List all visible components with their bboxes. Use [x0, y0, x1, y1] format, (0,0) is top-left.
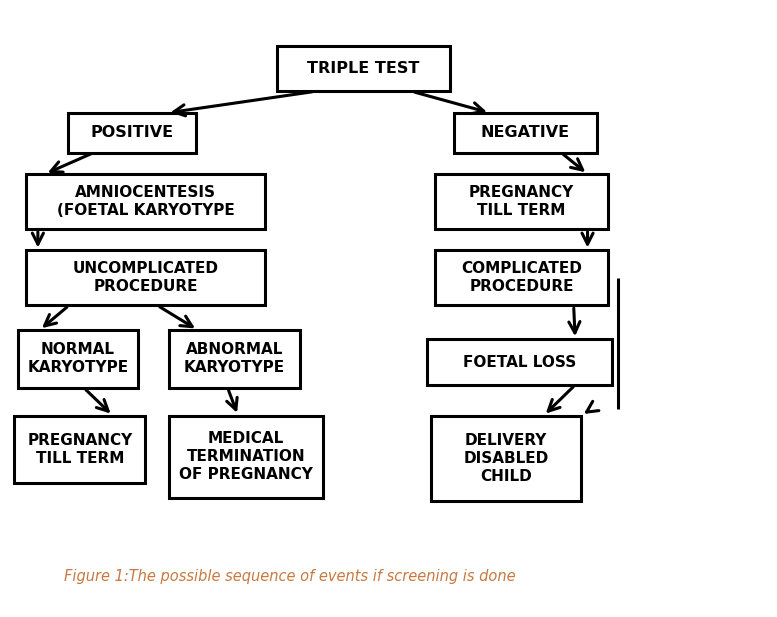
- Text: TRIPLE TEST: TRIPLE TEST: [307, 61, 420, 76]
- Text: ABNORMAL
KARYOTYPE: ABNORMAL KARYOTYPE: [183, 342, 285, 375]
- Text: NEGATIVE: NEGATIVE: [481, 125, 570, 140]
- Text: COMPLICATED
PROCEDURE: COMPLICATED PROCEDURE: [461, 262, 582, 294]
- Text: UNCOMPLICATED
PROCEDURE: UNCOMPLICATED PROCEDURE: [72, 262, 218, 294]
- Text: MEDICAL
TERMINATION
OF PREGNANCY: MEDICAL TERMINATION OF PREGNANCY: [179, 431, 312, 482]
- FancyBboxPatch shape: [435, 174, 608, 229]
- FancyBboxPatch shape: [26, 251, 265, 305]
- FancyBboxPatch shape: [14, 415, 145, 482]
- FancyBboxPatch shape: [169, 415, 323, 498]
- FancyBboxPatch shape: [18, 330, 138, 388]
- Text: DELIVERY
DISABLED
CHILD: DELIVERY DISABLED CHILD: [464, 433, 549, 484]
- FancyBboxPatch shape: [26, 174, 265, 229]
- FancyBboxPatch shape: [435, 251, 608, 305]
- FancyBboxPatch shape: [427, 339, 612, 385]
- FancyBboxPatch shape: [431, 415, 581, 501]
- Text: FOETAL LOSS: FOETAL LOSS: [463, 355, 577, 370]
- Text: AMNIOCENTESIS
(FOETAL KARYOTYPE: AMNIOCENTESIS (FOETAL KARYOTYPE: [57, 185, 235, 218]
- Text: NORMAL
KARYOTYPE: NORMAL KARYOTYPE: [27, 342, 128, 375]
- FancyBboxPatch shape: [277, 46, 450, 91]
- Text: PREGNANCY
TILL TERM: PREGNANCY TILL TERM: [27, 433, 133, 466]
- Text: POSITIVE: POSITIVE: [90, 125, 173, 140]
- Text: PREGNANCY
TILL TERM: PREGNANCY TILL TERM: [469, 185, 574, 218]
- FancyBboxPatch shape: [169, 330, 300, 388]
- FancyBboxPatch shape: [68, 113, 196, 152]
- FancyBboxPatch shape: [454, 113, 597, 152]
- Text: Figure 1:The possible sequence of events if screening is done: Figure 1:The possible sequence of events…: [64, 569, 516, 584]
